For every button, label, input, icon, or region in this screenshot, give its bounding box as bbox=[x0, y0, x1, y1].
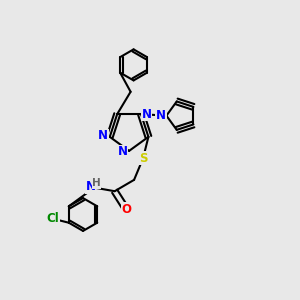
Text: N: N bbox=[86, 180, 96, 193]
Text: H: H bbox=[92, 178, 101, 188]
Text: Cl: Cl bbox=[46, 212, 59, 225]
Text: O: O bbox=[121, 202, 131, 216]
Text: N: N bbox=[156, 109, 166, 122]
Text: N: N bbox=[118, 145, 128, 158]
Text: S: S bbox=[139, 152, 147, 165]
Text: N: N bbox=[141, 108, 152, 121]
Text: N: N bbox=[98, 130, 108, 142]
